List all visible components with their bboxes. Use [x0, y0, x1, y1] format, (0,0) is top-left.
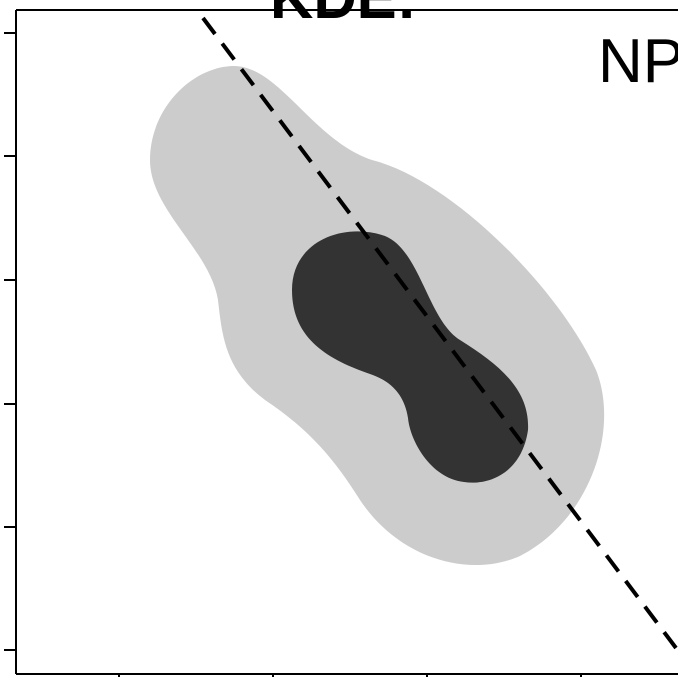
y-axis-ticks [4, 32, 16, 651]
chart-title: KDE: [270, 0, 417, 31]
dashed-reference-line [201, 16, 678, 650]
panel-label: NP [598, 27, 678, 96]
density-region-inner [292, 231, 529, 483]
plot-area [150, 16, 678, 650]
axes-frame [15, 9, 678, 675]
